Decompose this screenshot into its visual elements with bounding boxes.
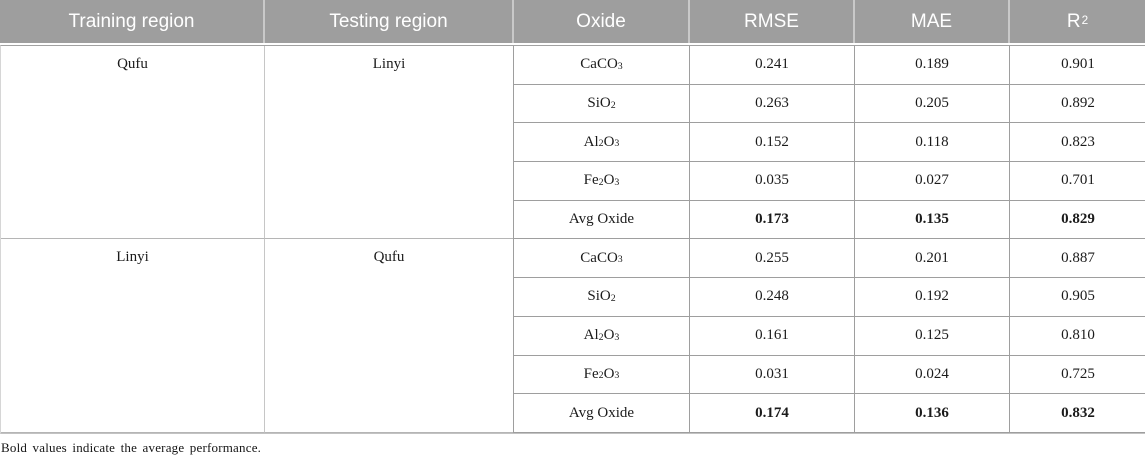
training-region-cell: Qufu [1,46,264,240]
r2-value: 0.905 [1009,278,1145,317]
rmse-value: 0.241 [689,46,854,85]
oxide-results-table: Training region Testing region Oxide RMS… [0,0,1145,434]
r2-value: 0.810 [1009,316,1145,356]
oxide-formula: Avg Oxide [568,404,635,421]
oxide-formula: Avg Oxide [568,211,635,228]
training-region-cell: Linyi [1,239,264,433]
testing-region-cell: Qufu [264,239,513,433]
oxide-cell: Al 2 O 3 [513,123,689,163]
r2-average-value: 0.829 [1009,200,1145,240]
mae-value: 0.205 [854,84,1009,124]
header-label: Testing region [329,10,448,32]
mae-value: 0.192 [854,278,1009,317]
header-cell-training-region: Training region [0,0,263,43]
header-label: RMSE [744,10,799,32]
r2-value: 0.887 [1009,239,1145,279]
oxide-cell: SiO 2 [513,278,689,317]
rmse-value: 0.255 [689,239,854,279]
header-cell-rmse: RMSE [688,0,853,43]
r2-value: 0.892 [1009,84,1145,124]
mae-value: 0.027 [854,162,1009,201]
rmse-value: 0.035 [689,162,854,201]
oxide-formula: CaCO [580,56,618,73]
rmse-value: 0.248 [689,278,854,317]
rmse-value: 0.031 [689,355,854,395]
footnote: Bold values indicate the average perform… [1,439,262,455]
oxide-cell: Avg Oxide [513,200,689,240]
mae-average-value: 0.136 [854,394,1009,433]
oxide-cell: CaCO 3 [513,239,689,279]
oxide-cell: Avg Oxide [513,394,689,433]
mae-value: 0.024 [854,355,1009,395]
rmse-value: 0.263 [689,84,854,124]
mae-value: 0.201 [854,239,1009,279]
oxide-formula: Fe [583,365,599,382]
rmse-average-value: 0.173 [689,200,854,240]
mae-average-value: 0.135 [854,200,1009,240]
mae-value: 0.189 [854,46,1009,85]
header-label: Oxide [576,10,626,32]
rmse-average-value: 0.174 [689,394,854,433]
table-body: Qufu Linyi CaCO 3 0.241 0.189 0.901 SiO 2 … [0,45,1145,434]
header-cell-mae: MAE [853,0,1008,43]
r2-value: 0.701 [1009,162,1145,201]
r2-value: 0.725 [1009,355,1145,395]
table-header-row: Training region Testing region Oxide RMS… [0,0,1145,43]
oxide-formula: SiO [587,288,611,305]
r2-average-value: 0.832 [1009,394,1145,433]
oxide-cell: CaCO 3 [513,46,689,85]
oxide-cell: Fe 2 O 3 [513,355,689,395]
r2-value: 0.901 [1009,46,1145,85]
header-label: Training region [68,10,195,32]
oxide-cell: Fe 2 O 3 [513,162,689,201]
oxide-cell: SiO 2 [513,84,689,124]
mae-value: 0.118 [854,123,1009,163]
oxide-cell: Al 2 O 3 [513,316,689,356]
header-cell-testing-region: Testing region [263,0,512,43]
oxide-formula: SiO [587,95,611,112]
rmse-value: 0.161 [689,316,854,356]
oxide-formula: Al [583,327,599,344]
header-cell-oxide: Oxide [512,0,688,43]
mae-value: 0.125 [854,316,1009,356]
oxide-formula: Al [583,133,599,150]
oxide-formula: CaCO [580,249,618,266]
testing-region-cell: Linyi [264,46,513,240]
header-label: R [1066,10,1081,32]
rmse-value: 0.152 [689,123,854,163]
r2-value: 0.823 [1009,123,1145,163]
oxide-formula: Fe [583,172,599,189]
header-label: MAE [910,10,953,32]
